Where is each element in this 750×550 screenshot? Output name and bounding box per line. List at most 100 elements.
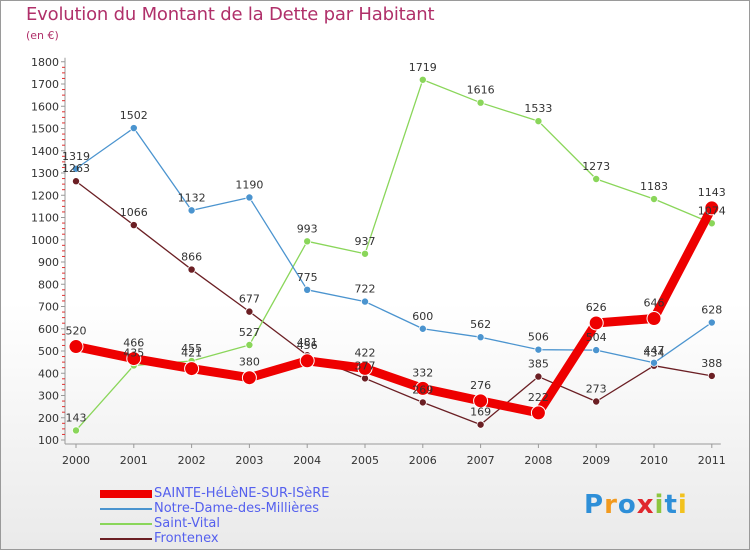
x-tick-label: 2002: [178, 454, 206, 467]
data-point: [68, 339, 84, 355]
data-label: 377: [355, 359, 376, 372]
chart-title: Evolution du Montant de la Dette par Hab…: [26, 4, 435, 25]
y-tick-label: 800: [38, 278, 59, 291]
data-point: [415, 380, 431, 396]
data-point: [299, 353, 315, 369]
data-point: [650, 195, 659, 204]
legend-label: Frontenex: [154, 531, 219, 546]
data-label: 269: [412, 383, 433, 396]
data-point: [476, 420, 485, 429]
x-tick-label: 2000: [62, 454, 90, 467]
y-tick-label: 100: [38, 434, 59, 447]
data-label: 722: [355, 283, 376, 296]
data-label: 276: [470, 379, 491, 392]
y-tick-label: 900: [38, 256, 59, 269]
data-point: [303, 285, 312, 294]
data-point: [72, 177, 81, 186]
data-label: 646: [644, 297, 665, 310]
data-label: 380: [239, 356, 260, 369]
y-tick-label: 600: [38, 323, 59, 336]
data-point: [418, 75, 427, 84]
legend-swatch: [100, 538, 152, 540]
data-label: 626: [586, 301, 607, 314]
data-point: [650, 358, 659, 367]
data-label: 504: [586, 331, 607, 344]
data-point: [184, 361, 200, 377]
data-label: 1616: [467, 84, 495, 97]
data-label: 434: [644, 347, 665, 360]
data-point: [534, 117, 543, 126]
data-label: 1319: [62, 150, 90, 163]
data-point: [360, 297, 369, 306]
data-label: 937: [355, 235, 376, 248]
data-label: 1066: [120, 206, 148, 219]
logo-letter: o: [617, 490, 637, 520]
x-tick-label: 2003: [235, 454, 263, 467]
data-point: [418, 324, 427, 333]
data-point: [129, 124, 138, 133]
y-tick-label: 200: [38, 412, 59, 425]
y-tick-label: 1700: [31, 78, 59, 91]
logo-letter: x: [636, 490, 655, 520]
data-point: [418, 398, 427, 407]
y-tick-label: 1100: [31, 212, 59, 225]
data-label: 466: [123, 337, 144, 350]
logo-letter: P: [584, 490, 605, 520]
data-label: 143: [66, 411, 87, 424]
series-line: [75, 127, 713, 364]
data-point: [476, 98, 485, 107]
series-line: [71, 203, 717, 418]
y-tick-label: 1300: [31, 167, 59, 180]
data-label: 1273: [582, 160, 610, 173]
data-point: [704, 200, 720, 216]
x-tick-label: 2009: [582, 454, 610, 467]
data-label: 388: [701, 357, 722, 370]
data-point: [530, 405, 546, 421]
legend-label: Saint-Vital: [154, 516, 220, 531]
data-label: 1263: [62, 162, 90, 175]
data-label: 385: [528, 358, 549, 371]
data-label: 527: [239, 326, 260, 339]
y-tick-label: 300: [38, 390, 59, 403]
data-point: [360, 249, 369, 258]
data-label: 435: [123, 346, 144, 359]
data-label: 600: [412, 310, 433, 323]
y-tick-label: 400: [38, 367, 59, 380]
data-point: [707, 371, 716, 380]
proxiti-logo: Proxiti: [584, 490, 688, 520]
x-tick-label: 2001: [120, 454, 148, 467]
legend-swatch: [100, 523, 152, 525]
series-group: [68, 75, 720, 435]
y-tick-label: 1000: [31, 234, 59, 247]
logo-letter: i: [677, 490, 688, 520]
data-point: [303, 237, 312, 246]
data-label: 273: [586, 383, 607, 396]
data-point: [241, 370, 257, 386]
legend-swatch: [100, 508, 152, 510]
y-tick-label: 1600: [31, 100, 59, 113]
x-tick-label: 2005: [351, 454, 379, 467]
x-tick-label: 2006: [409, 454, 437, 467]
x-tick-label: 2007: [467, 454, 495, 467]
legend-label: Notre-Dame-des-Millières: [154, 501, 320, 516]
data-label: 332: [412, 366, 433, 379]
y-tick-label: 1500: [31, 123, 59, 136]
data-point: [588, 315, 604, 331]
data-label: 1074: [698, 204, 726, 217]
data-label: 775: [297, 271, 318, 284]
data-label: 481: [297, 336, 318, 349]
data-label: 520: [66, 325, 87, 338]
data-label: 1190: [235, 178, 263, 191]
data-label: 506: [528, 331, 549, 344]
data-point: [534, 345, 543, 354]
axes: 100 200 300 400 500 600 700 800 900 1000 1100 1200 1…: [31, 56, 726, 467]
data-point: [646, 311, 662, 327]
series-line: [75, 180, 713, 426]
chart-subtitle: (en €): [26, 29, 59, 42]
logo-letter: r: [604, 490, 618, 520]
legend-swatch: [100, 490, 152, 498]
data-label: 222: [528, 391, 549, 404]
data-label: 993: [297, 222, 318, 235]
line-chart: 100 200 300 400 500 600 700 800 900 1000 1100 1200 1…: [31, 56, 726, 467]
data-labels: 520 466 421 380 456 422 332 276 222 626 646 1143 131…: [62, 61, 726, 425]
